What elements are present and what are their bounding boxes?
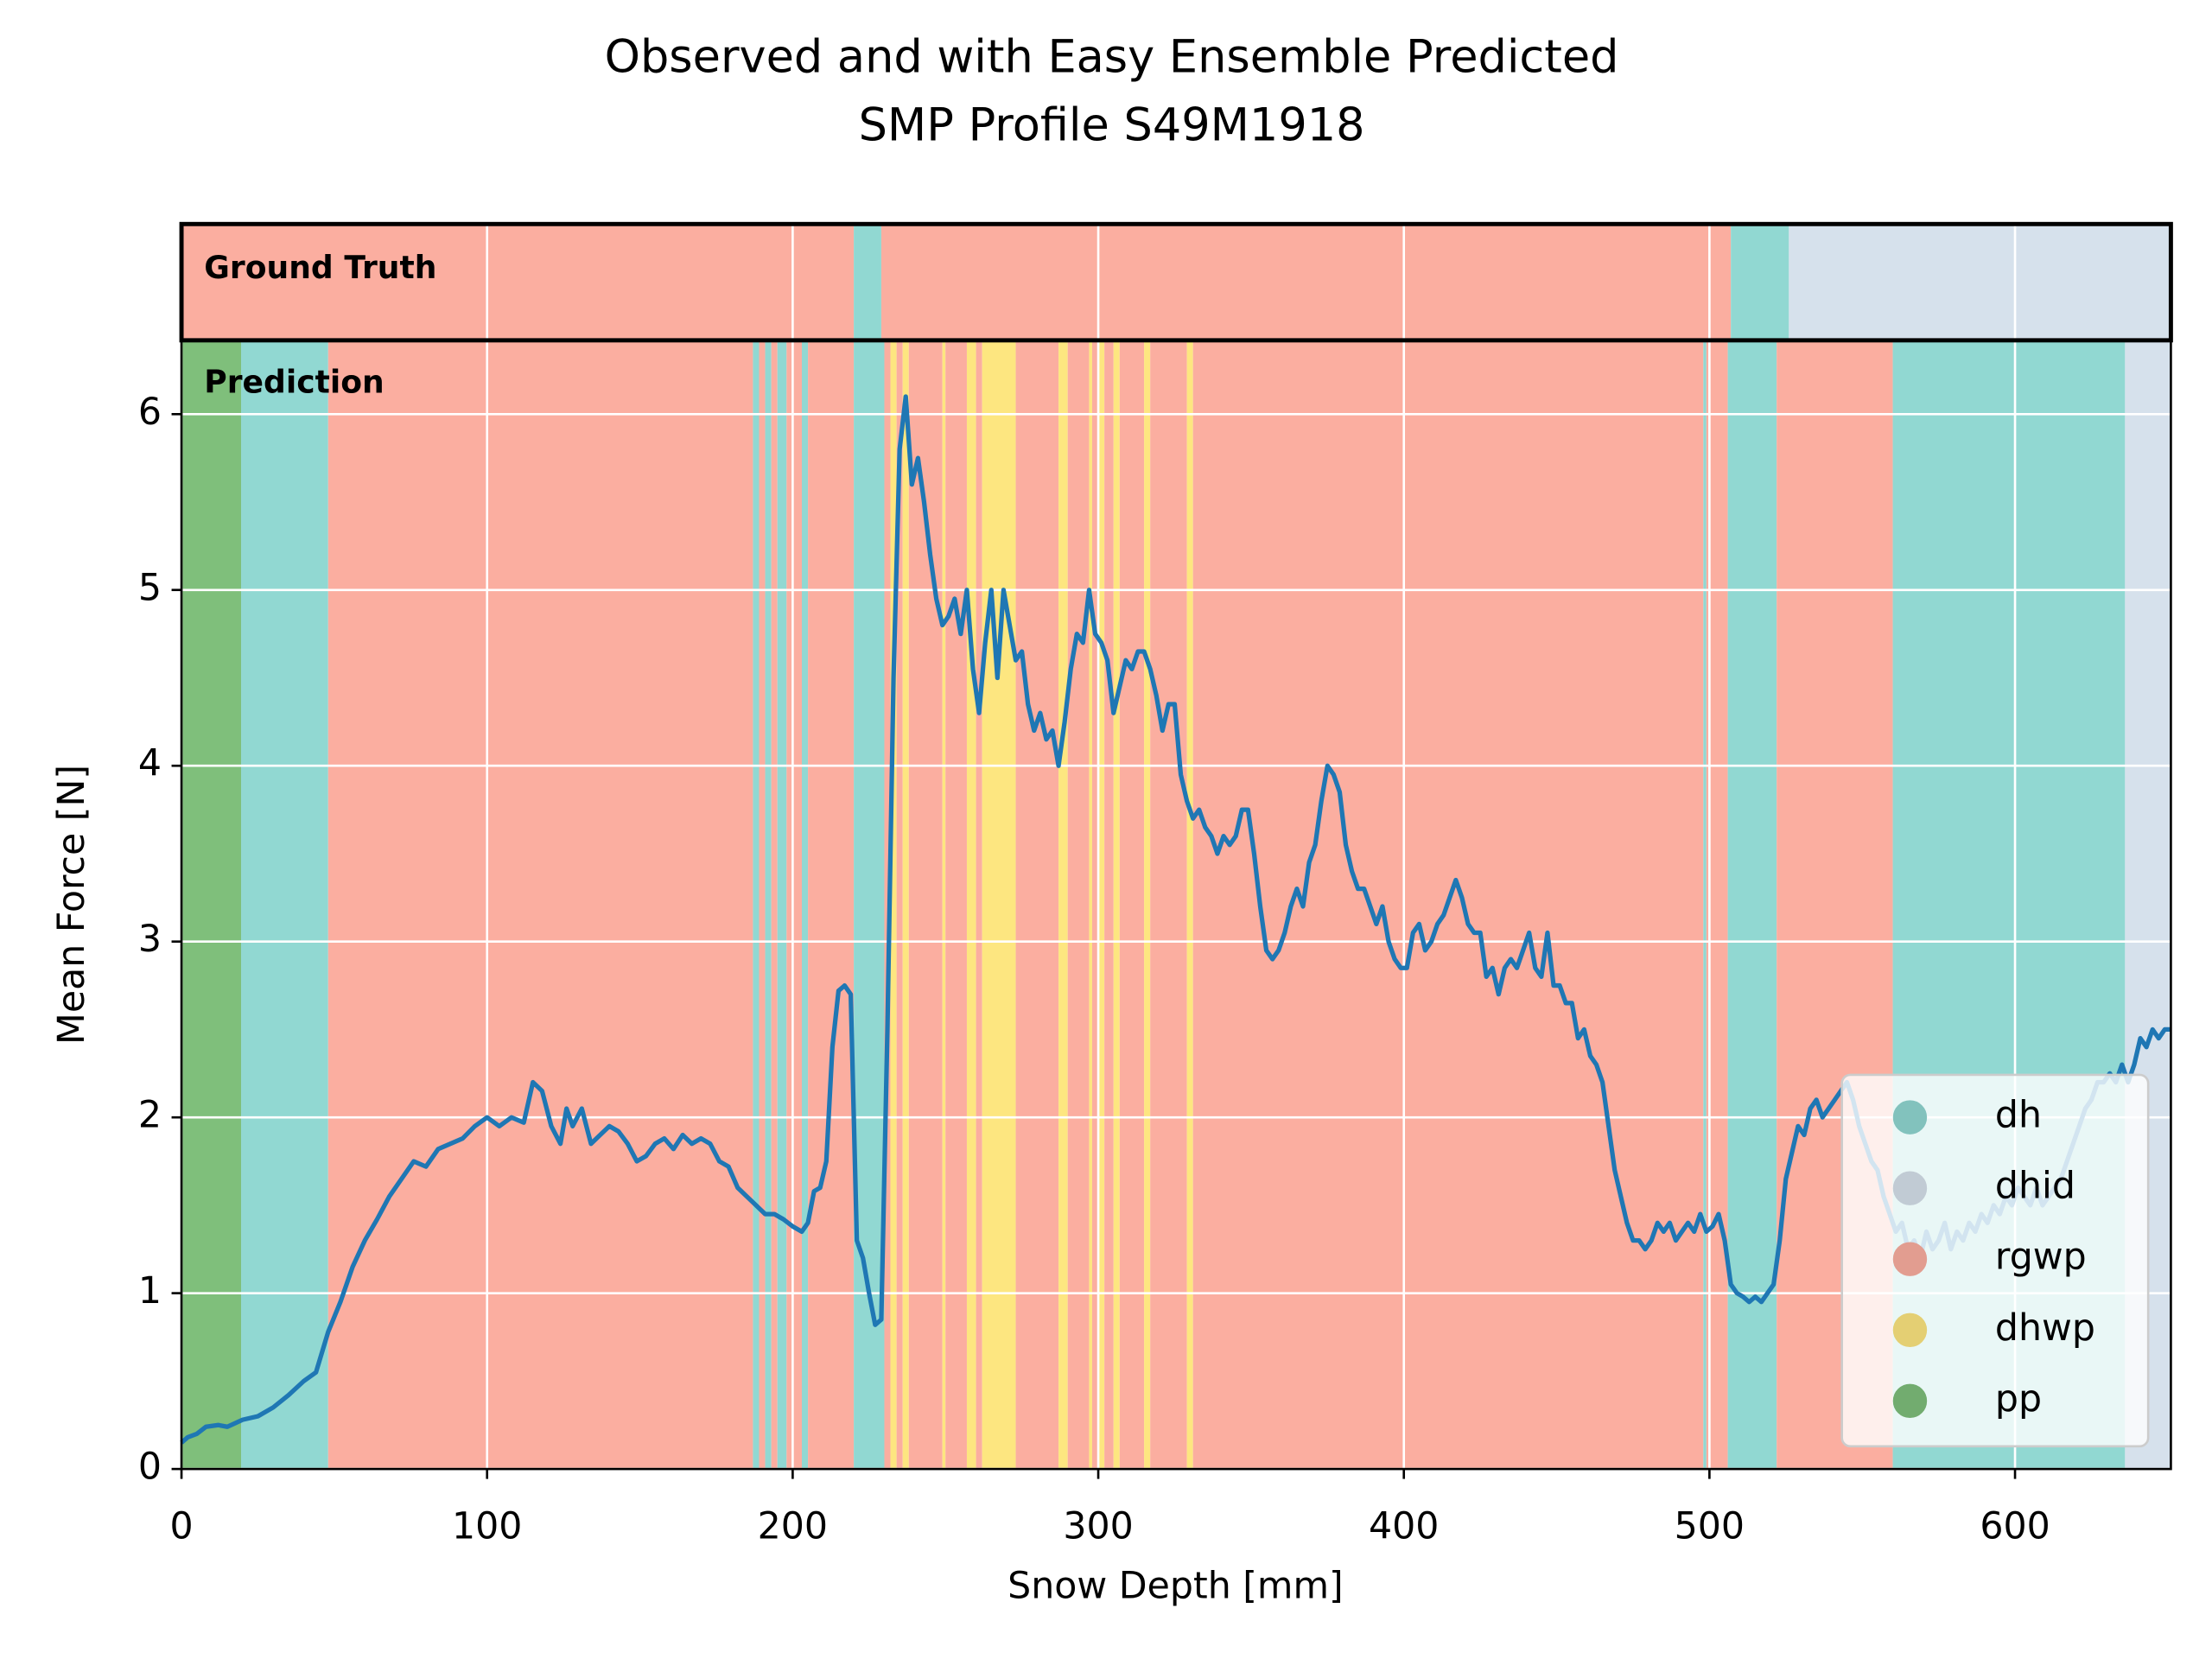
y-tick-label: 3 xyxy=(138,918,162,961)
class-band xyxy=(327,340,753,1470)
class-band xyxy=(181,340,242,1470)
chart-subtitle: SMP Profile S49M1918 xyxy=(859,99,1365,151)
y-tick-label: 5 xyxy=(138,566,162,609)
class-band xyxy=(1067,340,1090,1470)
class-band xyxy=(854,224,881,340)
class-band xyxy=(890,340,897,1470)
legend-label: dh xyxy=(1995,1094,2042,1137)
class-band xyxy=(765,340,772,1470)
y-tick-label: 0 xyxy=(138,1446,162,1489)
class-band xyxy=(753,340,760,1470)
class-band xyxy=(902,340,909,1470)
class-band xyxy=(1186,340,1193,1470)
class-band xyxy=(945,340,967,1470)
class-band xyxy=(1058,340,1068,1470)
class-band xyxy=(880,224,1732,340)
class-band xyxy=(896,340,903,1470)
class-band xyxy=(181,224,855,340)
chart-title: Observed and with Easy Ensemble Predicte… xyxy=(605,31,1619,84)
class-band xyxy=(1089,340,1092,1470)
class-band xyxy=(1703,340,1707,1470)
class-band xyxy=(1150,340,1187,1470)
y-tick-label: 2 xyxy=(138,1094,162,1137)
legend-marker xyxy=(1892,1100,1928,1135)
x-tick-label: 200 xyxy=(758,1505,828,1548)
ground-truth-label: Ground Truth xyxy=(204,249,436,286)
class-band xyxy=(982,340,1016,1470)
y-axis-label: Mean Force [N] xyxy=(50,765,93,1045)
legend-label: pp xyxy=(1995,1377,2042,1421)
legend-box xyxy=(1840,1073,2150,1448)
legend-marker xyxy=(1892,1171,1928,1205)
class-band xyxy=(241,340,328,1470)
prediction-label: Prediction xyxy=(204,364,384,401)
x-tick-label: 0 xyxy=(169,1505,193,1548)
grid xyxy=(180,224,2171,1471)
x-tick-label: 400 xyxy=(1369,1505,1439,1548)
class-band xyxy=(808,340,855,1470)
class-band xyxy=(1015,340,1059,1470)
legend-label: dhid xyxy=(1995,1165,2075,1208)
y-tick-label: 6 xyxy=(138,391,162,434)
class-band xyxy=(786,340,802,1470)
class-band xyxy=(759,340,766,1470)
class-band xyxy=(1731,224,1789,340)
x-tick-label: 100 xyxy=(452,1505,522,1548)
class-band xyxy=(1104,340,1114,1470)
overlay: 0 100 200 300 400 500 600 0 1 2 3 4 5 6 Ground Truth Pr… xyxy=(138,221,2173,1548)
legend-label: dhwp xyxy=(1995,1306,2095,1350)
class-band xyxy=(1144,340,1151,1470)
y-tick-label: 1 xyxy=(138,1269,162,1313)
class-band xyxy=(942,340,946,1470)
y-tick-label: 4 xyxy=(138,742,162,785)
class-band xyxy=(801,340,809,1470)
class-band xyxy=(1119,340,1145,1470)
legend-label: rgwp xyxy=(1995,1236,2087,1279)
class-band xyxy=(771,340,778,1470)
class-band xyxy=(976,340,982,1470)
x-axis-label: Snow Depth [mm] xyxy=(1007,1564,1344,1607)
x-tick-label: 600 xyxy=(1980,1505,2050,1548)
x-tick-label: 500 xyxy=(1675,1505,1745,1548)
class-band xyxy=(1789,224,2171,340)
class-band xyxy=(1113,340,1120,1470)
class-band xyxy=(1091,340,1099,1470)
class-band xyxy=(1727,340,1777,1470)
class-band xyxy=(1098,340,1105,1470)
legend-marker xyxy=(1892,1313,1928,1347)
legend-marker xyxy=(1892,1383,1928,1419)
ground-truth-frame xyxy=(179,221,2173,343)
x-tick-label: 300 xyxy=(1063,1505,1133,1548)
class-band xyxy=(777,340,787,1470)
legend-marker xyxy=(1892,1242,1928,1276)
class-band xyxy=(966,340,976,1470)
